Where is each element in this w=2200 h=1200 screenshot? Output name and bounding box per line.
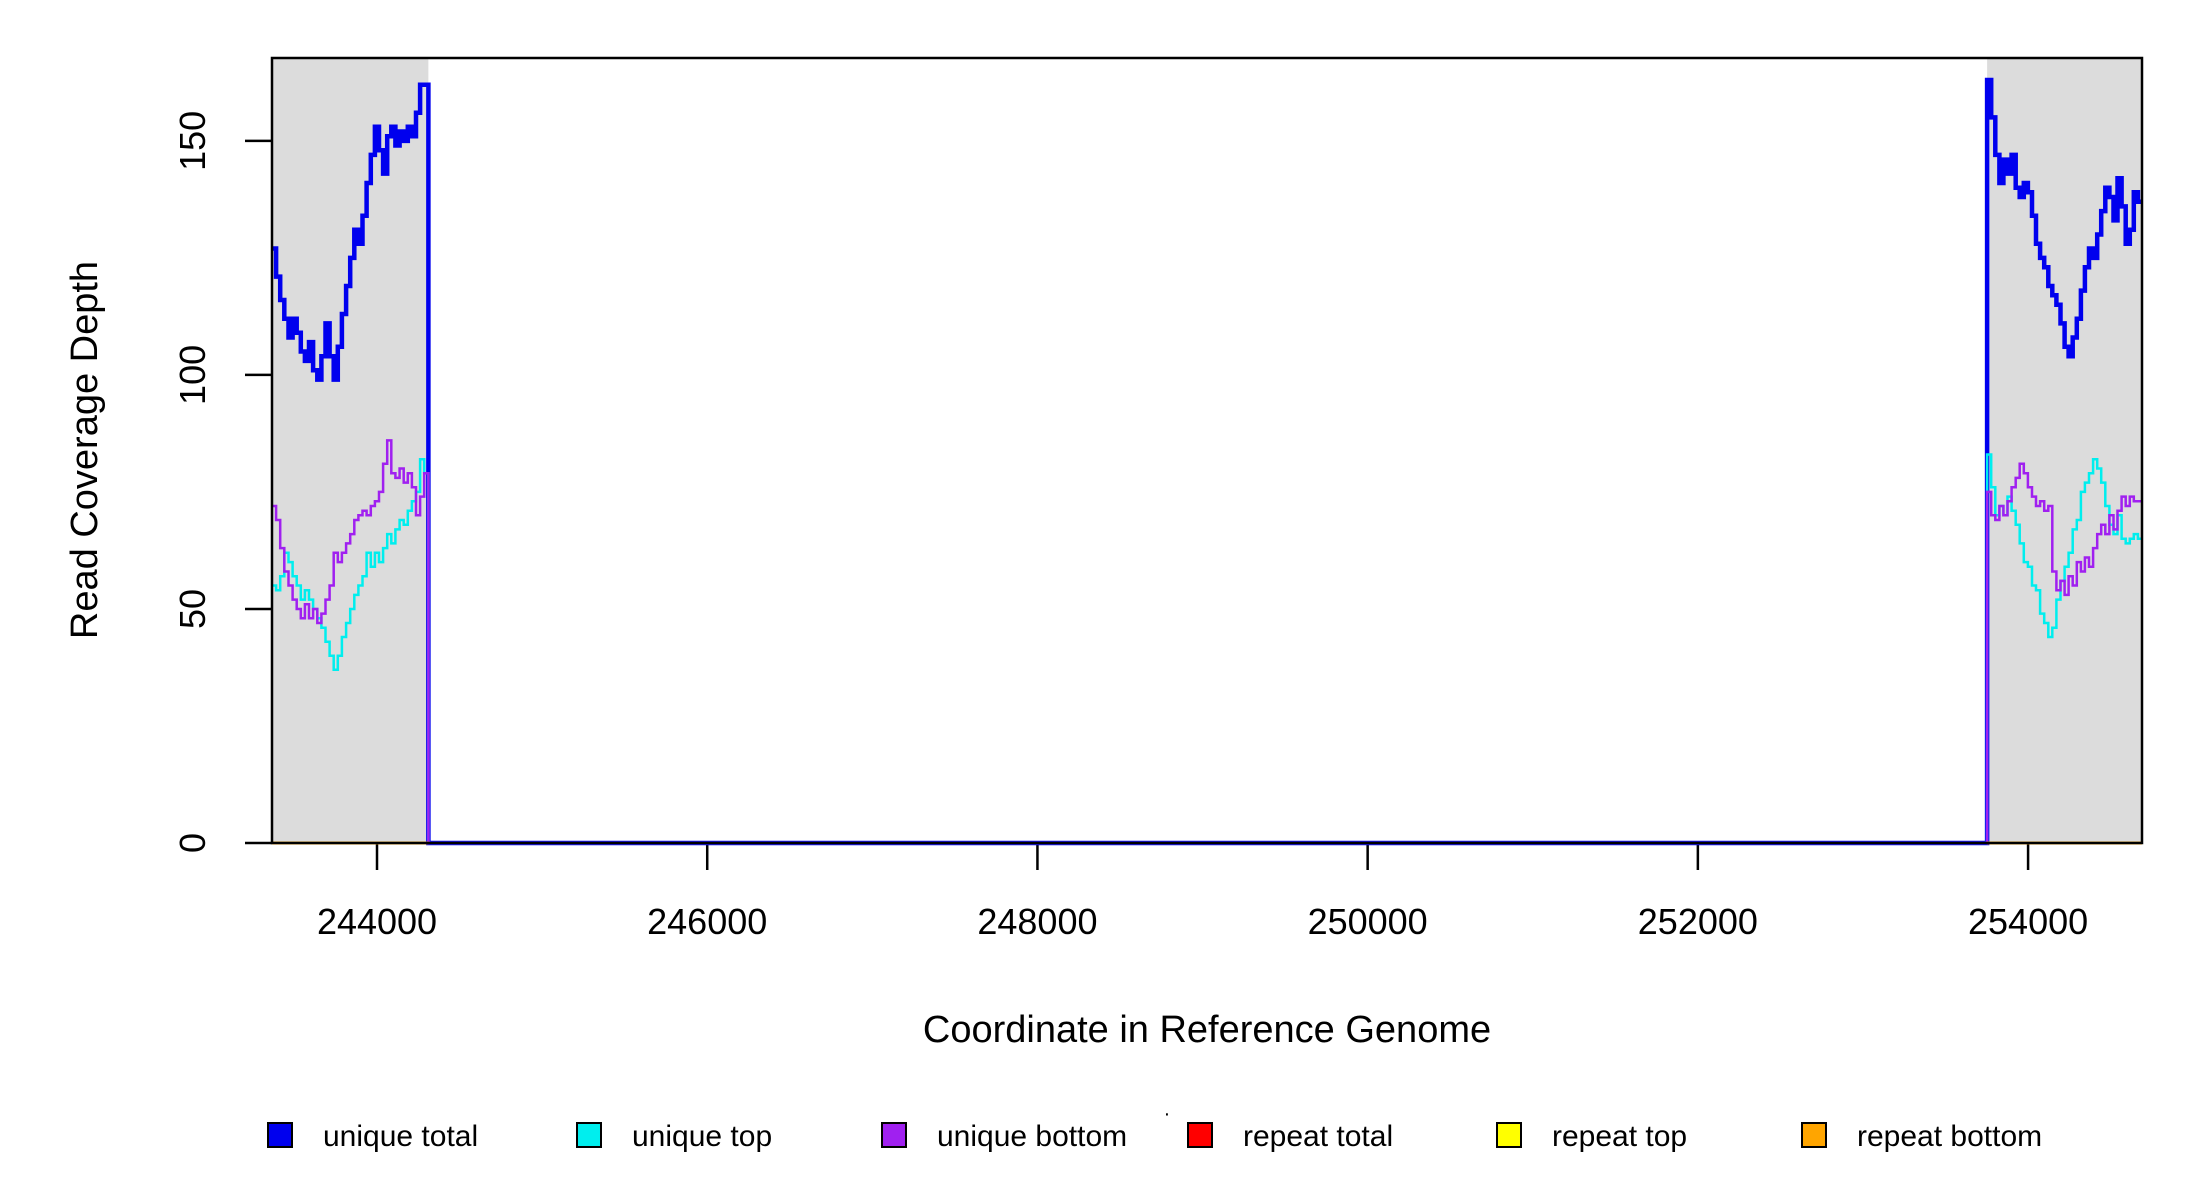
legend-label-repeat-total: repeat total [1243,1120,1393,1153]
legend-swatch-repeat-bottom [1801,1122,1827,1148]
legend-swatch-unique-total [267,1122,293,1148]
legend-label-unique-top: unique top [632,1120,772,1153]
legend-label-unique-total: unique total [323,1120,478,1153]
y-axis-tick-label: 0 [172,833,213,853]
y-axis-tick-label: 50 [172,589,213,629]
stray-dot-artifact: · [1164,1103,1171,1125]
series-line-unique-total [272,77,2142,846]
series-line-unique-bottom [272,439,2142,845]
repeat-region-band-1 [272,58,429,843]
x-axis-tick-label: 248000 [977,901,1097,942]
x-axis-tick-label: 254000 [1968,901,2088,942]
x-axis-tick-label: 252000 [1638,901,1758,942]
y-axis-tick-label: 150 [172,111,213,171]
legend-swatch-unique-bottom [881,1122,907,1148]
legend-label-unique-bottom: unique bottom [937,1120,1127,1153]
legend-label-repeat-bottom: repeat bottom [1857,1120,2042,1153]
x-axis-title: Coordinate in Reference Genome [923,1009,1491,1051]
series-line-unique-top [272,453,2142,845]
legend-swatch-repeat-total [1187,1122,1213,1148]
x-axis-tick-label: 244000 [317,901,437,942]
y-axis-title: Read Coverage Depth [64,261,106,639]
x-axis-tick-label: 250000 [1308,901,1428,942]
x-axis-tick-label: 246000 [647,901,767,942]
legend-swatch-repeat-top [1496,1122,1522,1148]
plot-border-box [270,56,2144,845]
legend-swatch-unique-top [576,1122,602,1148]
y-axis-tick-label: 100 [172,345,213,405]
legend-label-repeat-top: repeat top [1552,1120,1687,1153]
